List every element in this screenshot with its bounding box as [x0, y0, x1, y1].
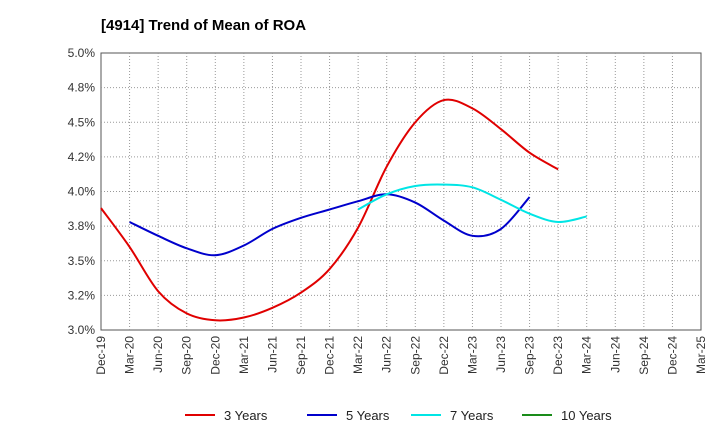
series-line-3-years	[100, 98, 559, 322]
x-tick-label: Mar-25	[694, 336, 708, 374]
y-tick-label: 4.2%	[68, 150, 96, 164]
legend-label: 10 Years	[561, 408, 612, 423]
x-axis-ticks: Dec-19 Mar-20 Jun-20 Sep-20 Dec-20 Mar-21 Jun-…	[94, 336, 708, 375]
x-tick-label: Sep-21	[294, 336, 308, 375]
y-tick-label: 4.5%	[68, 115, 96, 129]
x-tick-label: Dec-24	[665, 336, 679, 375]
x-tick-label: Jun-22	[380, 336, 394, 373]
x-tick-label: Dec-20	[208, 336, 222, 375]
x-tick-label: Jun-20	[151, 336, 165, 373]
x-tick-label: Sep-22	[408, 336, 422, 375]
series-lines	[100, 98, 587, 322]
horizontal-gridlines	[101, 87, 701, 296]
x-tick-label: Sep-24	[637, 336, 651, 375]
x-tick-label: Mar-20	[123, 336, 137, 374]
x-tick-label: Mar-21	[237, 336, 251, 374]
y-tick-label: 3.8%	[68, 219, 96, 233]
legend-label: 3 Years	[224, 408, 268, 423]
x-tick-label: Dec-23	[551, 336, 565, 375]
legend-label: 7 Years	[450, 408, 494, 423]
y-tick-label: 3.0%	[68, 323, 96, 337]
y-axis-ticks: 3.0% 3.2% 3.5% 3.8% 4.0% 4.2% 4.5% 4.8% 5.0%	[68, 46, 96, 337]
x-tick-label: Jun-21	[265, 336, 279, 373]
x-tick-label: Jun-23	[494, 336, 508, 373]
y-tick-label: 3.2%	[68, 288, 96, 302]
legend-label: 5 Years	[346, 408, 390, 423]
series-line-7-years	[357, 183, 587, 223]
chart-title: [4914] Trend of Mean of ROA	[101, 17, 306, 34]
y-tick-label: 4.8%	[68, 81, 96, 95]
x-tick-label: Dec-19	[94, 336, 108, 375]
x-tick-label: Sep-23	[523, 336, 537, 375]
series-line-5-years	[129, 193, 531, 257]
x-tick-label: Dec-21	[323, 336, 337, 375]
x-tick-label: Dec-22	[437, 336, 451, 375]
legend: 3 Years 5 Years 7 Years 10 Years	[185, 408, 612, 423]
y-tick-label: 3.5%	[68, 254, 96, 268]
x-tick-label: Jun-24	[608, 336, 622, 373]
x-tick-label: Mar-24	[580, 336, 594, 374]
x-tick-label: Mar-23	[465, 336, 479, 374]
x-tick-label: Mar-22	[351, 336, 365, 374]
y-tick-label: 5.0%	[68, 46, 96, 60]
y-tick-label: 4.0%	[68, 185, 96, 199]
x-tick-label: Sep-20	[180, 336, 194, 375]
